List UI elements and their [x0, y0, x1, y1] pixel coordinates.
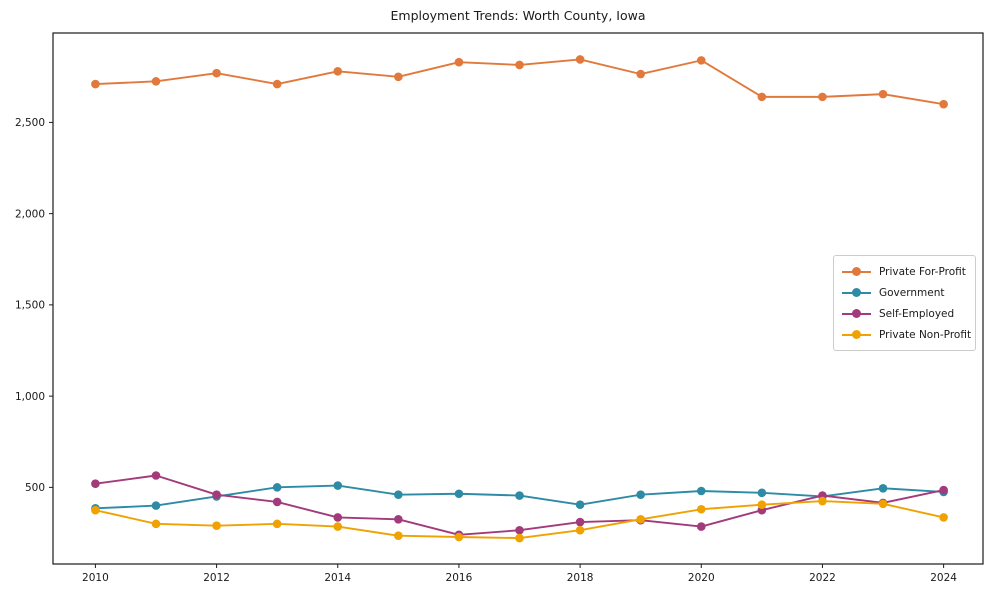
data-point-marker — [575, 517, 585, 527]
data-point-marker — [636, 69, 645, 79]
data-point-marker — [394, 531, 403, 541]
legend-item-private-non-profit: Private Non-Profit — [842, 324, 972, 345]
y-tick-label: 2,000 — [15, 208, 45, 220]
data-point-marker — [878, 499, 888, 509]
x-tick-label: 2022 — [809, 572, 836, 584]
x-tick-label: 2012 — [203, 572, 230, 584]
data-point-marker — [454, 57, 464, 67]
y-tick-label: 1,500 — [15, 300, 45, 312]
data-point-marker — [212, 68, 221, 78]
data-point-marker — [333, 481, 343, 490]
series-private-for-profit — [91, 55, 948, 109]
y-tick-label: 1,000 — [15, 391, 45, 403]
data-point-marker — [757, 488, 767, 498]
data-point-marker — [757, 500, 767, 509]
data-point-marker — [151, 471, 161, 480]
series-private-non-profit — [91, 496, 948, 543]
data-point-marker — [636, 490, 645, 499]
legend-label: Private Non-Profit — [879, 328, 972, 341]
data-point-marker — [575, 55, 585, 64]
data-point-marker — [939, 99, 948, 109]
y-tick-label: 500 — [25, 482, 45, 494]
data-point-marker — [878, 89, 888, 99]
data-point-marker — [91, 479, 100, 489]
data-point-marker — [515, 60, 524, 70]
legend-item-private-for-profit: Private For-Profit — [842, 261, 968, 282]
data-point-marker — [151, 77, 161, 86]
x-tick-label: 2020 — [688, 572, 715, 584]
data-point-marker — [272, 483, 282, 492]
data-point-marker — [394, 72, 403, 82]
data-point-marker — [333, 513, 343, 522]
plot-frame — [52, 32, 984, 565]
legend-line-marker-icon — [842, 267, 871, 276]
data-point-marker — [515, 533, 524, 543]
data-point-marker — [696, 504, 706, 514]
data-point-marker — [636, 514, 645, 524]
legend-item-self-employed: Self-Employed — [842, 303, 968, 324]
legend-line-marker-icon — [842, 288, 871, 297]
data-point-marker — [91, 505, 100, 515]
data-point-marker — [696, 522, 706, 531]
data-point-marker — [272, 79, 282, 89]
data-point-marker — [272, 519, 282, 529]
series-layer — [91, 55, 948, 543]
y-tick-label: 2,500 — [15, 117, 45, 129]
x-tick-label: 2018 — [567, 572, 594, 584]
data-point-marker — [575, 525, 585, 535]
data-point-marker — [454, 532, 464, 542]
data-point-marker — [575, 500, 585, 509]
data-point-marker — [818, 496, 827, 506]
data-point-marker — [939, 485, 948, 495]
legend: Private For-Profit Government Self-Employe… — [833, 255, 976, 351]
data-point-marker — [818, 92, 827, 102]
axes-layer: 2010 2012 2014 2016 2018 2020 2022 2024 500 1,000… — [15, 117, 957, 584]
chart-title: Employment Trends: Worth County, Iowa — [391, 8, 646, 23]
data-point-marker — [696, 486, 706, 496]
data-point-marker — [212, 490, 221, 499]
legend-label: Self-Employed — [879, 307, 955, 320]
data-point-marker — [394, 490, 403, 499]
data-point-marker — [394, 514, 403, 524]
x-tick-label: 2016 — [446, 572, 473, 584]
series-self-employed — [91, 471, 948, 540]
x-tick-label: 2014 — [324, 572, 351, 584]
legend-label: Government — [879, 286, 945, 299]
data-point-marker — [939, 513, 948, 522]
data-point-marker — [515, 525, 524, 535]
data-point-marker — [272, 497, 282, 507]
data-point-marker — [696, 56, 706, 65]
data-point-marker — [515, 491, 524, 500]
data-point-marker — [333, 67, 343, 76]
data-point-marker — [454, 489, 464, 499]
data-point-marker — [333, 522, 343, 531]
data-point-marker — [151, 519, 161, 529]
data-point-marker — [151, 501, 161, 510]
data-point-marker — [212, 521, 221, 530]
data-point-marker — [757, 92, 767, 102]
legend-label: Private For-Profit — [879, 265, 966, 278]
data-point-marker — [91, 79, 100, 89]
legend-line-marker-icon — [842, 330, 871, 339]
legend-line-marker-icon — [842, 309, 871, 318]
x-tick-label: 2010 — [82, 572, 109, 584]
legend-item-government: Government — [842, 282, 968, 303]
x-tick-label: 2024 — [930, 572, 957, 584]
data-point-marker — [878, 483, 888, 493]
